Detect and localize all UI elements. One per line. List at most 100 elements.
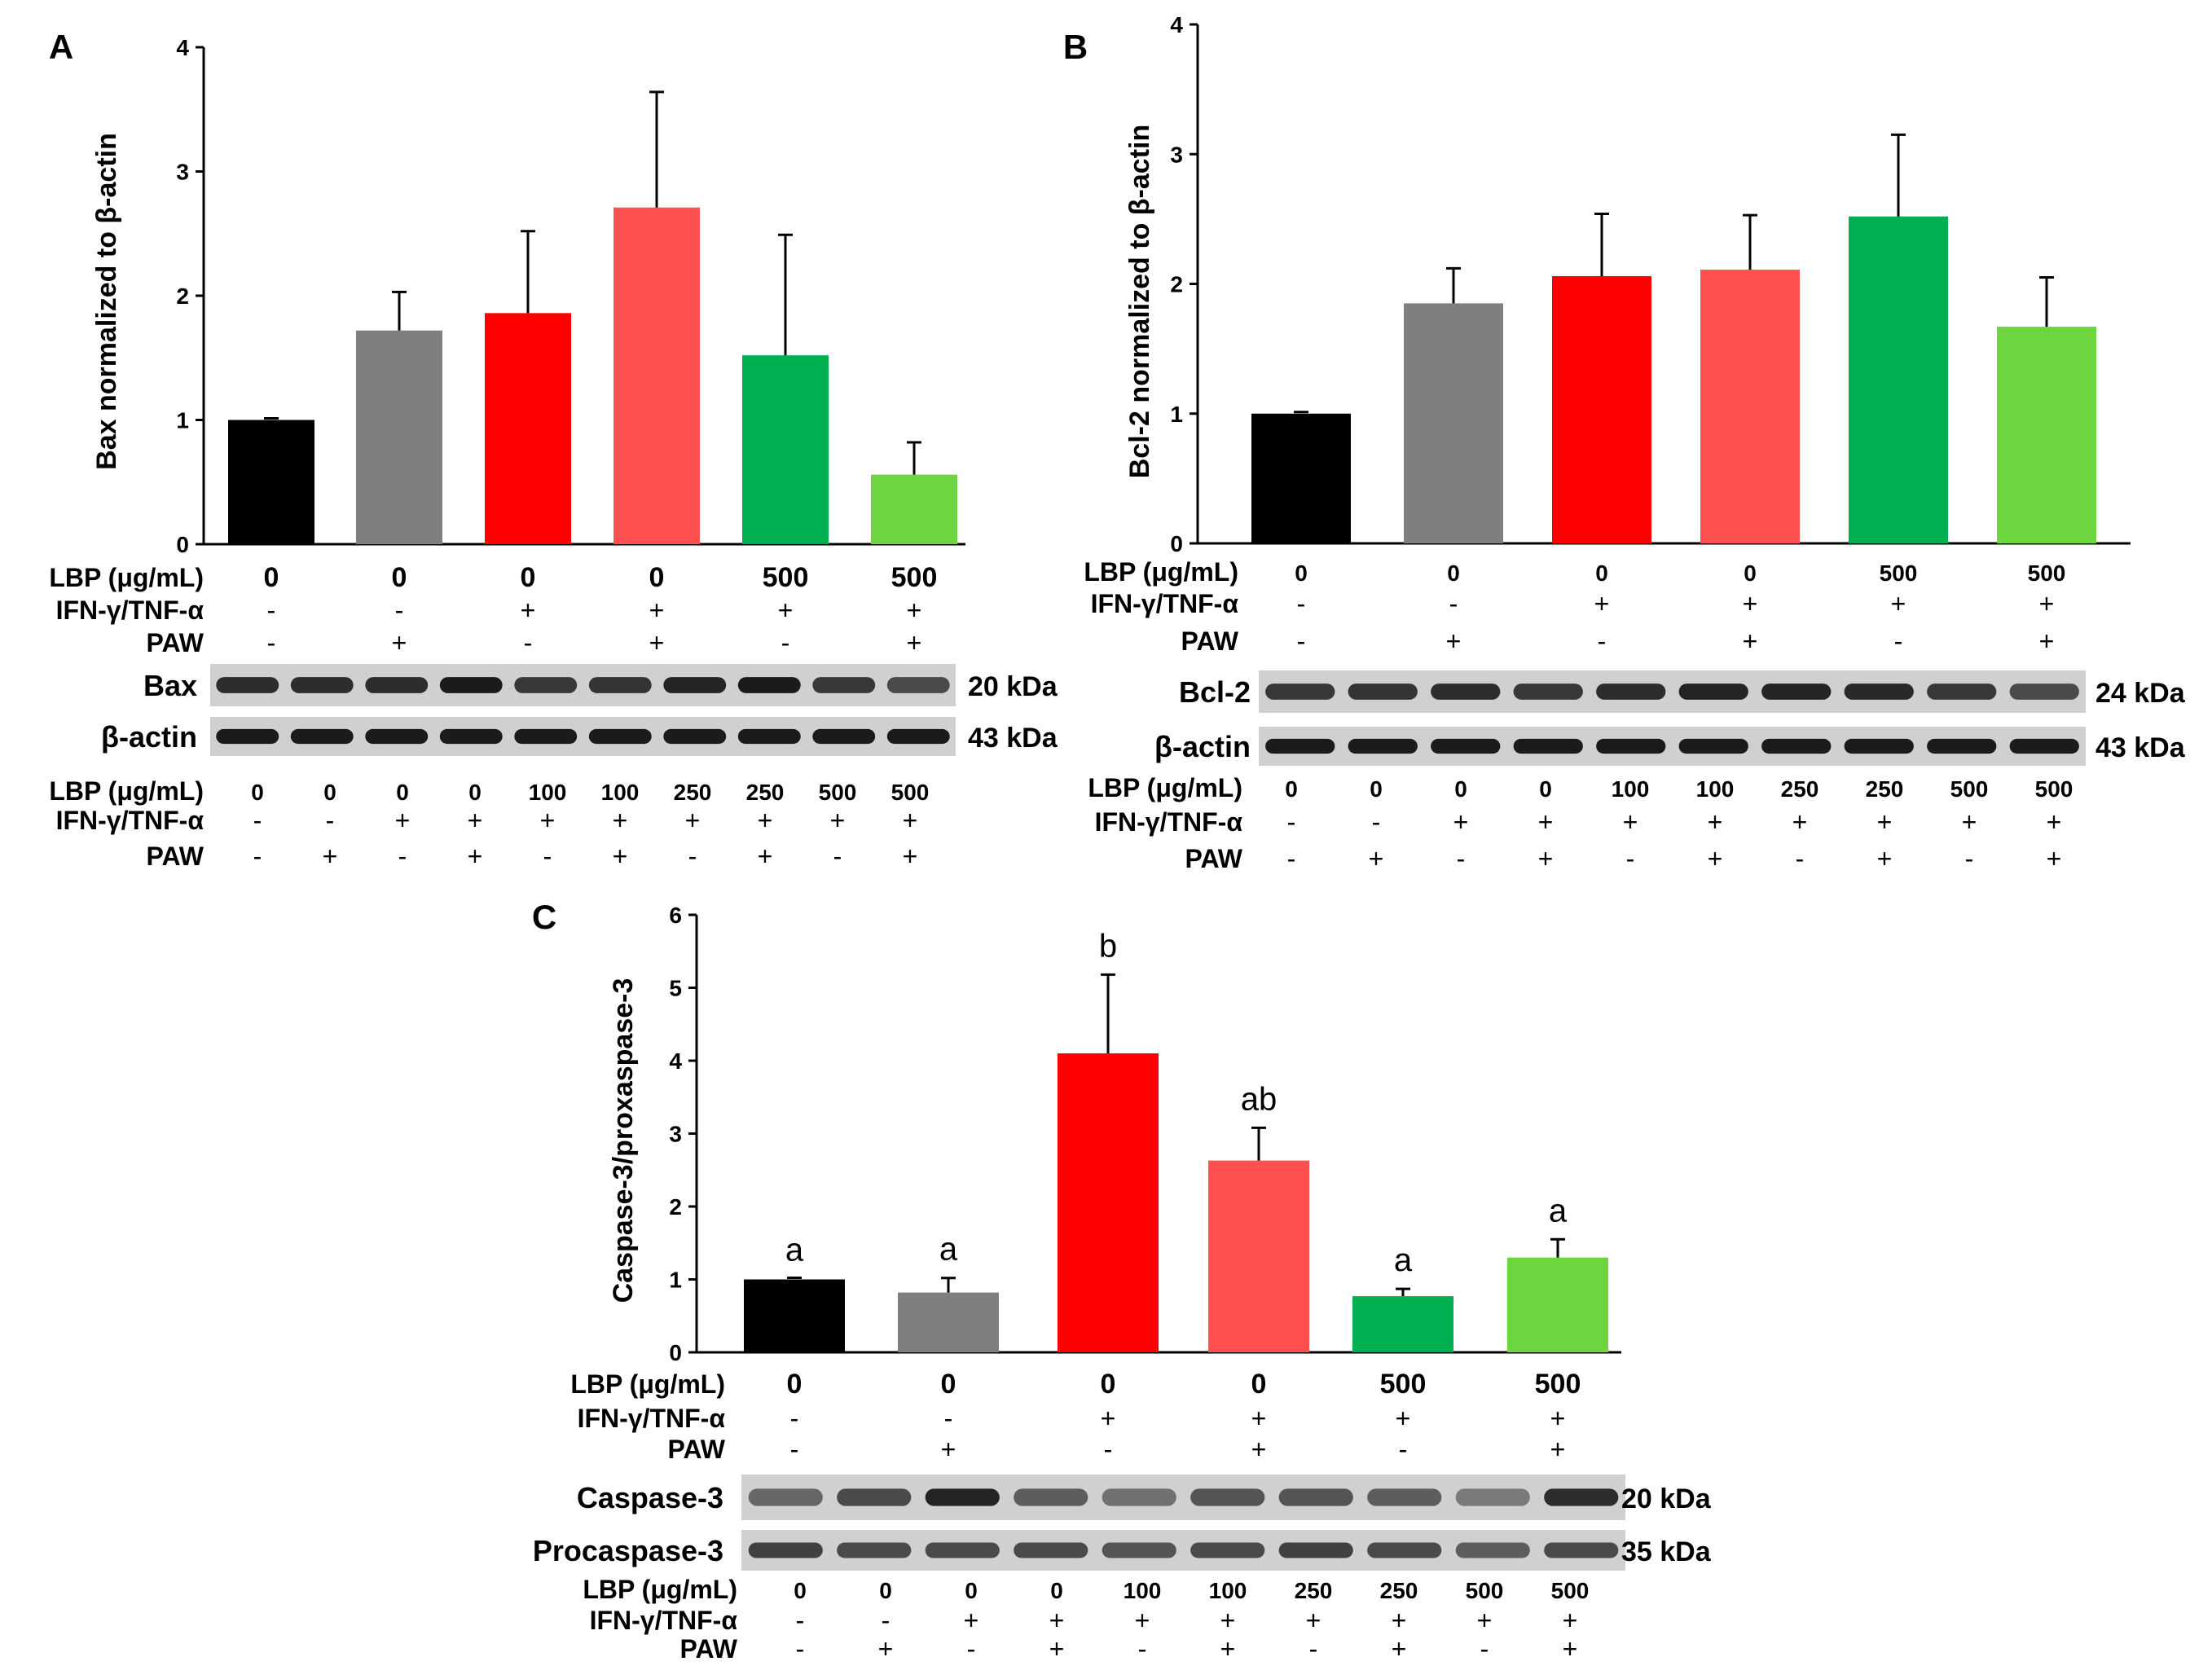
blot-band [1014,1542,1088,1558]
lane-value: - [253,842,262,871]
y-tick-label: 0 [669,1340,682,1365]
lane-label: PAW [679,1634,737,1664]
lane-value: + [1563,1634,1578,1664]
blot-band [886,728,950,745]
significance-label: a [785,1233,804,1268]
lane-value: + [1623,807,1638,837]
lane-value: + [1538,844,1554,873]
lane-value: - [796,1606,805,1635]
blot-band [748,1542,823,1558]
blot-band [588,677,652,693]
treatment-value: + [1743,626,1758,656]
significance-label: a [939,1232,958,1268]
lane-value: + [1306,1606,1321,1635]
lane-value: 0 [468,780,482,805]
bar [228,420,314,544]
treatment-value: + [907,596,922,625]
treatment-label: LBP (μg/mL) [49,563,204,592]
significance-label: ab [1241,1081,1278,1117]
significance-label: a [1549,1193,1568,1228]
blot-band [1102,1542,1176,1558]
lane-value: 0 [323,780,336,805]
bar [1507,1257,1608,1352]
lane-value: + [830,806,846,835]
lane-value: - [1965,844,1974,873]
treatment-value: + [2039,626,2055,656]
treatment-value: + [649,596,665,625]
treatment-value: + [1446,626,1462,656]
y-tick-label: 6 [669,903,682,928]
lane-value: + [758,842,773,871]
band-size-label: 43 kDa [2095,732,2186,763]
lane-value: - [967,1634,976,1664]
lane-value: + [1563,1606,1578,1635]
blot-band [1190,1488,1265,1506]
y-tick-label: 4 [176,35,189,60]
treatment-value: + [941,1435,956,1464]
y-tick-label: 3 [669,1122,682,1147]
blot-band [812,677,876,693]
blot-band [1190,1542,1265,1558]
blot-band [1348,683,1418,700]
lane-value: 100 [601,780,640,805]
lane-value: + [1962,807,1977,837]
lane-value: - [326,806,335,835]
treatment-label: PAW [146,628,204,657]
blot-band [925,1542,1000,1558]
blot-band [365,677,429,693]
y-tick-label: 2 [176,283,189,309]
treatment-value: 0 [1295,560,1308,586]
blot-label: β-actin [101,720,197,754]
lane-value: - [796,1634,805,1664]
lane-label: IFN-γ/TNF-α [56,806,204,835]
band-size-label: 20 kDa [968,671,1058,702]
panel-label: B [1063,28,1088,66]
blot-band [1367,1542,1442,1558]
lane-value: + [1877,844,1893,873]
treatment-value: + [2039,589,2055,618]
lane-value: 250 [1781,776,1819,802]
bar [871,474,957,544]
lane-value: 500 [1950,776,1989,802]
blot-band [886,677,950,693]
treatment-value: - [1297,589,1306,618]
blot-band [439,677,503,693]
y-tick-label: 1 [1170,402,1183,427]
significance-label: b [1099,928,1117,964]
panel-a: A 0 1 2 3 4 Bax normalized to β-actin LBP (μg/m… [49,28,1058,871]
treatment-value: 0 [649,562,665,593]
blot-band [1927,683,1997,700]
lane-value: - [1626,844,1635,873]
blot-band [925,1488,1000,1506]
treatment-value: 0 [787,1369,803,1400]
treatment-value: + [1251,1404,1267,1433]
blot-label: Bcl-2 [1179,675,1251,709]
lane-value: + [468,842,483,871]
lane-value: 250 [746,780,785,805]
treatment-value: + [1251,1435,1267,1464]
lane-value: 0 [1454,776,1467,802]
panel-label: A [49,28,73,66]
panel-b: B 0 1 2 3 4 Bcl-2 normalized to β-actin LBP (μg… [1063,12,2186,873]
blot-band [1544,1542,1619,1558]
treatment-value: 0 [941,1369,956,1400]
treatment-value: - [395,596,404,625]
y-axis-label: Bax normalized to β-actin [91,133,122,470]
blot-band [737,677,801,693]
bar [1849,216,1948,543]
blot-band [1544,1488,1619,1506]
lane-value: + [1220,1606,1236,1635]
bar [742,355,829,544]
blot-band [514,677,578,693]
lane-value: - [833,842,842,871]
bar [1700,269,1800,543]
lane-label: LBP (μg/mL) [1088,773,1242,802]
y-tick-label: 2 [669,1194,682,1220]
lane-value: + [1453,807,1469,837]
blot-band [1596,683,1666,700]
blot-band [290,677,354,693]
blot-label: Bax [143,669,197,702]
lane-value: 250 [1866,776,1904,802]
treatment-value: + [521,596,536,625]
